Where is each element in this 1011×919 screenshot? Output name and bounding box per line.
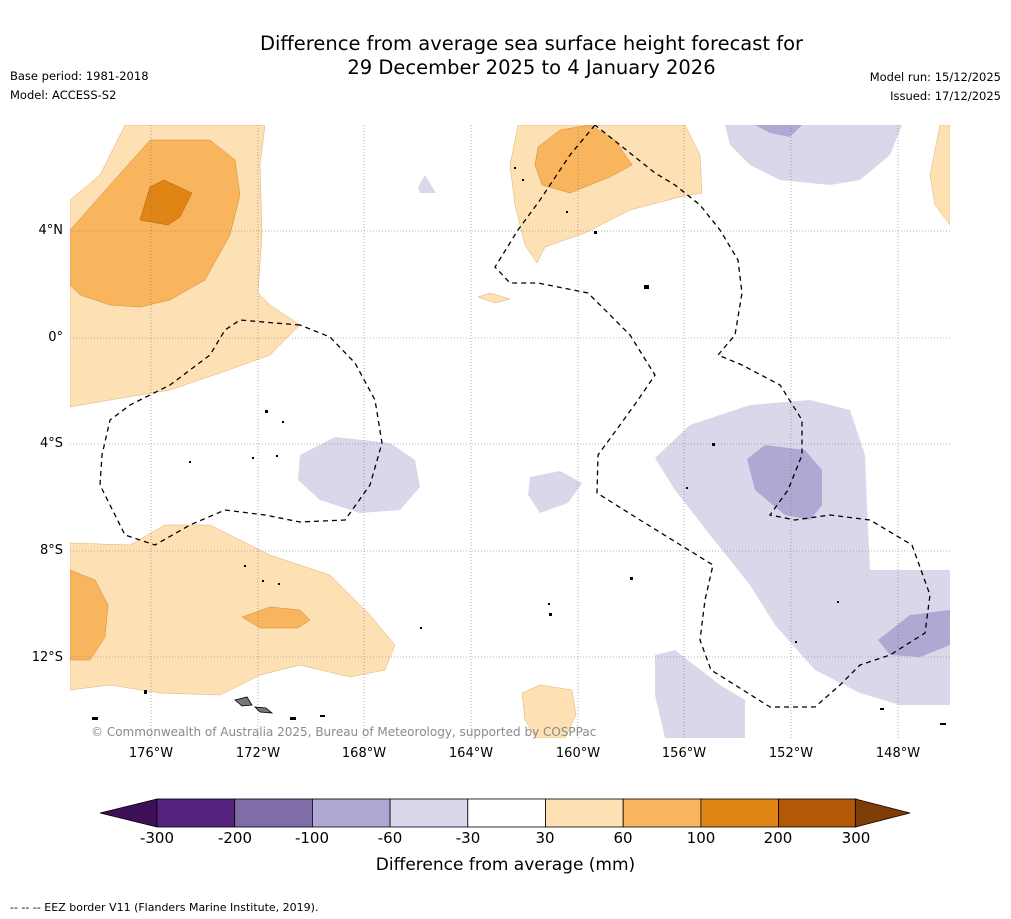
- colorbar-segment: [234, 798, 313, 828]
- positive-anomaly-region: [477, 292, 511, 304]
- colorbar-segment: [467, 798, 546, 828]
- positive-anomaly-region: [534, 125, 633, 194]
- negative-anomaly-region: [655, 650, 745, 738]
- graticule: [70, 125, 950, 738]
- latitude-label: 4°N: [38, 223, 64, 238]
- positive-anomaly-region: [521, 684, 577, 738]
- copyright-notice: © Commonwealth of Australia 2025, Bureau…: [91, 725, 597, 739]
- island-shape: [253, 706, 274, 714]
- positive-anomaly-region: [70, 524, 396, 696]
- colorbar-segment: [622, 798, 702, 828]
- positive-anomaly-region: [139, 179, 193, 226]
- colorbar-tick-label: -300: [139, 829, 175, 847]
- colorbar-tick-label: 30: [535, 829, 555, 847]
- longitude-label: 148°W: [875, 746, 921, 761]
- base-period: Base period: 1981-2018: [10, 69, 149, 83]
- eez-borders: [99, 125, 931, 708]
- negative-anomaly-region: [755, 125, 802, 137]
- negative-anomaly-region: [747, 445, 822, 520]
- colorbar-segment: [700, 798, 780, 828]
- longitude-label: 164°W: [448, 746, 494, 761]
- latitude-label: 8°S: [39, 543, 63, 558]
- eez-border-note: -- -- -- EEZ border V11 (Flanders Marine…: [10, 901, 319, 914]
- colorbar-extend-high: [854, 798, 911, 828]
- colorbar: [100, 798, 911, 828]
- colorbar-title: Difference from average (mm): [375, 855, 636, 875]
- positive-anomaly-region: [70, 569, 109, 661]
- positive-anomaly-region: [70, 139, 241, 308]
- colorbar-segment: [311, 798, 391, 828]
- colorbar-tick-label: 100: [686, 829, 716, 847]
- latitude-label: 0°: [48, 330, 63, 345]
- negative-anomaly-region: [528, 471, 582, 513]
- sea-surface-height-map: [70, 125, 950, 738]
- latitude-label: 12°S: [31, 650, 63, 665]
- colorbar-extend-low: [100, 798, 158, 828]
- model-name: Model: ACCESS-S2: [10, 88, 117, 102]
- colorbar-tick-label: -60: [377, 829, 403, 847]
- colorbar-tick-label: 200: [763, 829, 793, 847]
- colorbar-tick-label: -30: [455, 829, 481, 847]
- negative-anomaly-region: [418, 175, 436, 193]
- issued-date: Issued: 17/12/2025: [890, 89, 1001, 103]
- longitude-label: 152°W: [768, 746, 814, 761]
- colorbar-tick-label: -100: [294, 829, 330, 847]
- longitude-label: 168°W: [341, 746, 387, 761]
- negative-anomaly-region: [725, 125, 902, 185]
- colorbar-segment: [389, 798, 469, 828]
- positive-anomaly-region: [929, 125, 950, 226]
- negative-anomaly-region: [655, 400, 950, 705]
- island-shape: [234, 696, 253, 707]
- longitude-label: 160°W: [555, 746, 601, 761]
- positive-anomaly-region: [241, 606, 311, 629]
- map-canvas: [70, 125, 950, 738]
- map-title-line-2: 29 December 2025 to 4 January 2026: [347, 56, 716, 79]
- longitude-label: 176°W: [128, 746, 174, 761]
- islands: [92, 167, 946, 725]
- colorbar-segment: [545, 798, 624, 828]
- model-run: Model run: 15/12/2025: [869, 70, 1001, 84]
- colorbar-tick-label: 60: [613, 829, 633, 847]
- longitude-label: 172°W: [235, 746, 281, 761]
- longitude-label: 156°W: [661, 746, 707, 761]
- colorbar-segment: [156, 798, 236, 828]
- colorbar-segment: [778, 798, 857, 828]
- map-title-line-1: Difference from average sea surface heig…: [259, 32, 804, 55]
- colorbar-tick-label: 300: [841, 829, 871, 847]
- colorbar-tick-label: -200: [217, 829, 253, 847]
- negative-anomaly-region: [298, 437, 420, 513]
- latitude-label: 4°S: [39, 436, 63, 451]
- negative-anomaly-region: [878, 610, 950, 657]
